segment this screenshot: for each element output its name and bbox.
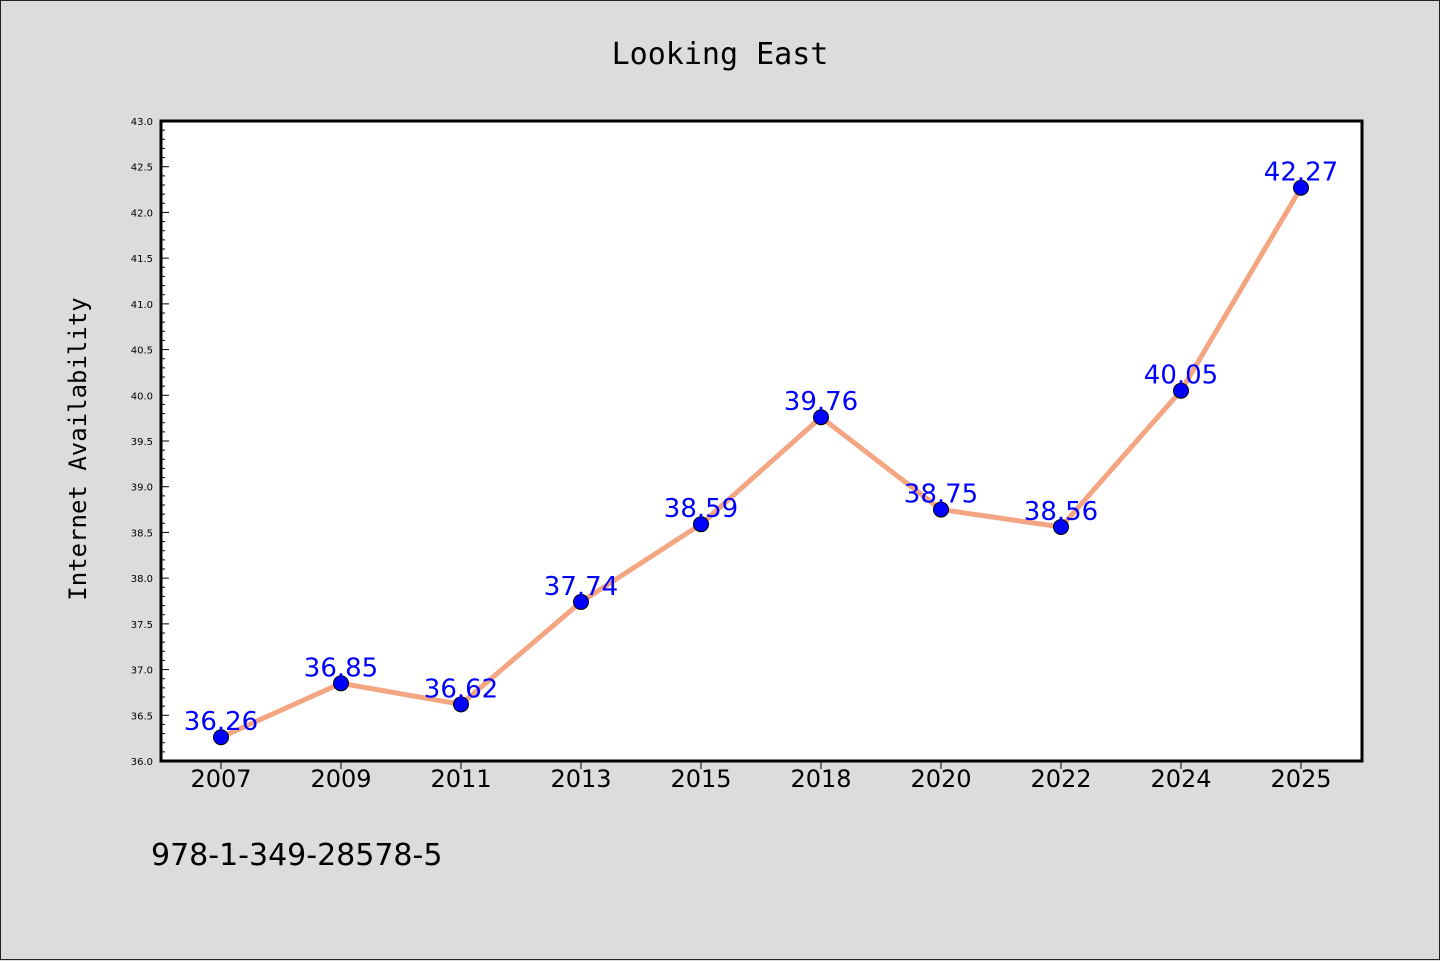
y-axis-label: Internet Availability <box>64 297 92 600</box>
y-tick-label: 36.0 <box>131 757 153 768</box>
x-axis: 2007 2009 2011 2013 2015 2018 2020 2022 2024 2025 <box>190 761 1332 793</box>
data-label: 42.27 <box>1264 158 1338 188</box>
x-tick-label: 2025 <box>1270 765 1331 793</box>
data-label: 38.56 <box>1024 497 1098 527</box>
y-tick-label: 41.5 <box>131 254 153 265</box>
data-label: 40.05 <box>1144 361 1218 391</box>
series-line <box>218 185 1304 740</box>
y-tick-label: 37.5 <box>131 620 153 631</box>
x-tick-label: 2007 <box>190 765 251 793</box>
data-point <box>933 501 949 518</box>
data-point <box>1053 518 1069 535</box>
data-label: 36.85 <box>304 653 378 683</box>
data-labels: 36.26 36.85 36.62 37.74 38.59 39.76 38.75 38.56… <box>184 158 1338 737</box>
plot-area <box>159 119 1364 763</box>
y-tick-label: 38.5 <box>131 528 153 539</box>
y-tick-label: 37.0 <box>131 666 153 677</box>
data-label: 36.26 <box>184 707 258 737</box>
data-point <box>813 409 829 426</box>
x-tick-label: 2009 <box>310 765 371 793</box>
y-tick-label: 38.0 <box>131 574 153 585</box>
x-tick-label: 2011 <box>430 765 491 793</box>
y-tick-label: 40.5 <box>131 346 153 357</box>
y-axis: 36.0 36.5 37.0 37.5 38.0 38.5 39.0 39.5 40.0 40.5… <box>131 117 169 768</box>
x-tick-label: 2013 <box>550 765 611 793</box>
data-point <box>693 516 709 533</box>
data-label: 38.75 <box>904 480 978 510</box>
data-points <box>213 179 1309 746</box>
footer-isbn: 978-1-349-28578-5 <box>151 838 442 873</box>
y-tick-label: 41.0 <box>131 300 153 311</box>
y-tick-label: 43.0 <box>131 117 153 128</box>
y-tick-label: 39.5 <box>131 437 153 448</box>
chart-title: Looking East <box>612 37 829 72</box>
data-label: 39.76 <box>784 387 858 417</box>
y-tick-label: 36.5 <box>131 711 153 722</box>
data-point <box>213 729 229 746</box>
y-tick-label: 39.0 <box>131 483 153 494</box>
x-tick-label: 2024 <box>1150 765 1211 793</box>
x-tick-label: 2015 <box>670 765 731 793</box>
x-tick-label: 2022 <box>1030 765 1091 793</box>
y-tick-label: 40.0 <box>131 391 153 402</box>
y-tick-label: 42.5 <box>131 163 153 174</box>
x-tick-label: 2018 <box>790 765 851 793</box>
x-tick-label: 2020 <box>910 765 971 793</box>
data-point <box>333 675 349 692</box>
data-point <box>1293 179 1309 196</box>
data-label: 37.74 <box>544 572 618 602</box>
data-point <box>1173 382 1189 399</box>
data-point <box>453 696 469 713</box>
data-point <box>573 593 589 610</box>
data-label: 36.62 <box>424 674 498 704</box>
y-tick-label: 42.0 <box>131 208 153 219</box>
data-label: 38.59 <box>664 494 738 524</box>
